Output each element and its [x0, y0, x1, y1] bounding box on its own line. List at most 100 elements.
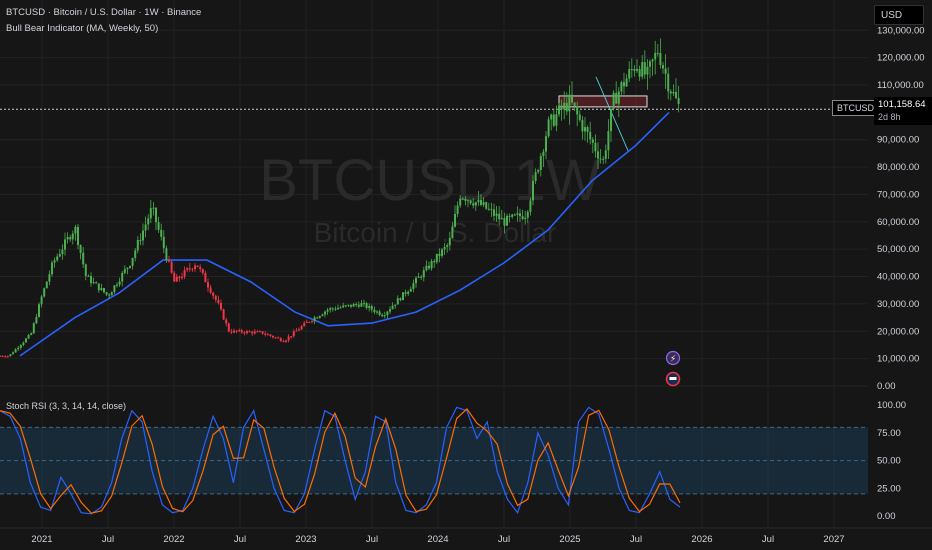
candle-body — [1, 355, 4, 357]
candle-body — [17, 347, 20, 350]
stoch-axis-label: 100.00 — [877, 400, 906, 411]
lightning-icon — [665, 350, 681, 366]
candle-body — [550, 114, 553, 120]
candle-body — [643, 62, 646, 75]
candle-body — [149, 208, 152, 219]
candle-body — [495, 213, 498, 216]
candle-body — [446, 245, 449, 247]
candle-body — [407, 291, 410, 294]
candle-body — [337, 307, 339, 310]
ma-line — [19, 111, 670, 357]
candle-body — [321, 314, 324, 317]
candle-body — [240, 330, 243, 333]
x-tick-label: 2027 — [823, 534, 844, 545]
stoch-rsi-layer — [0, 406, 868, 515]
candle-body — [623, 82, 625, 87]
candle-body — [368, 306, 371, 308]
candle-body — [422, 270, 425, 278]
candle-body — [334, 308, 337, 310]
candle-body — [542, 151, 545, 157]
currency-button[interactable]: USD — [874, 5, 924, 25]
candle-body — [456, 205, 459, 214]
candle-body — [459, 198, 462, 206]
candle-body — [477, 199, 480, 203]
candle-body — [649, 61, 651, 67]
candle-body — [558, 105, 560, 115]
candle-body — [30, 333, 33, 335]
candle-body — [308, 321, 311, 323]
price-axis-label: 50,000.00 — [877, 244, 919, 255]
candle-body — [19, 345, 22, 348]
candle-body — [303, 322, 306, 327]
candle-body — [136, 239, 139, 251]
candle-body — [415, 277, 417, 284]
candle-body — [92, 282, 95, 284]
candle-body — [500, 218, 503, 220]
candle-body — [383, 315, 386, 317]
candle-body — [61, 249, 64, 254]
candle-body — [129, 265, 131, 268]
candle-body — [402, 292, 404, 301]
axes-layer: 2021 Jul 2022 Jul 2023 Jul 2024 Jul 2025 Jul 2026 J… — [0, 25, 932, 545]
last-price-tag: 101,158.64 2d 8h — [874, 97, 932, 125]
candle-body — [77, 226, 79, 246]
candle-body — [441, 249, 443, 256]
candle-body — [191, 268, 194, 270]
highlight-box — [558, 95, 648, 108]
candle-body — [672, 91, 675, 94]
candle-body — [79, 245, 82, 253]
candle-body — [103, 288, 105, 293]
candle-body — [53, 260, 56, 263]
candle-body — [279, 338, 282, 342]
candle-body — [251, 331, 254, 334]
candle-body — [597, 151, 599, 159]
candle-body — [511, 214, 514, 217]
candle-body — [152, 207, 155, 209]
candle-body — [675, 91, 677, 98]
candle-body — [669, 91, 672, 94]
candle-body — [394, 304, 397, 306]
x-tick-label: 2021 — [31, 534, 52, 545]
candle-body — [482, 202, 485, 205]
candle-body — [344, 305, 347, 307]
candle-body — [25, 338, 27, 343]
grid — [0, 0, 868, 528]
candle-body — [662, 65, 664, 69]
candle-body — [269, 334, 272, 336]
candle-body — [90, 276, 92, 284]
candle-body — [246, 331, 248, 334]
candle-body — [87, 275, 90, 277]
candle-body — [399, 298, 402, 301]
candle-body — [591, 139, 594, 143]
indicator-label[interactable]: Bull Bear Indicator (MA, Weekly, 50) — [6, 23, 159, 34]
candle-body — [404, 292, 407, 294]
candle-body — [612, 92, 615, 109]
candle-body — [513, 214, 516, 216]
candle-body — [539, 156, 542, 171]
candle-body — [438, 253, 441, 256]
stoch-rsi-label[interactable]: Stoch RSI (3, 3, 14, 14, close) — [6, 401, 127, 411]
candle-body — [565, 102, 568, 112]
stoch-axis-label: 75.00 — [877, 428, 901, 439]
candle-body — [134, 250, 137, 258]
candle-body — [467, 200, 469, 202]
candle-body — [571, 94, 573, 103]
candle-body — [58, 253, 61, 257]
candle-body — [9, 354, 12, 357]
candle-body — [295, 330, 298, 332]
watermark-symbol: BTCUSD 1W — [259, 148, 601, 213]
candle-body — [131, 257, 134, 266]
stoch-k-line — [0, 406, 681, 515]
price-axis-label: 60,000.00 — [877, 217, 919, 228]
candle-body — [506, 215, 508, 226]
last-price-symbol-tag: BTCUSD — [832, 100, 880, 116]
chart-title[interactable]: BTCUSD · Bitcoin / U.S. Dollar · 1W · Bi… — [6, 7, 202, 18]
candle-body — [365, 303, 368, 308]
candle-body — [285, 340, 287, 342]
candle-body — [357, 304, 360, 307]
candle-body — [274, 337, 277, 339]
candle-body — [14, 349, 17, 353]
candle-body — [147, 218, 150, 225]
price-axis-label: 90,000.00 — [877, 135, 919, 146]
